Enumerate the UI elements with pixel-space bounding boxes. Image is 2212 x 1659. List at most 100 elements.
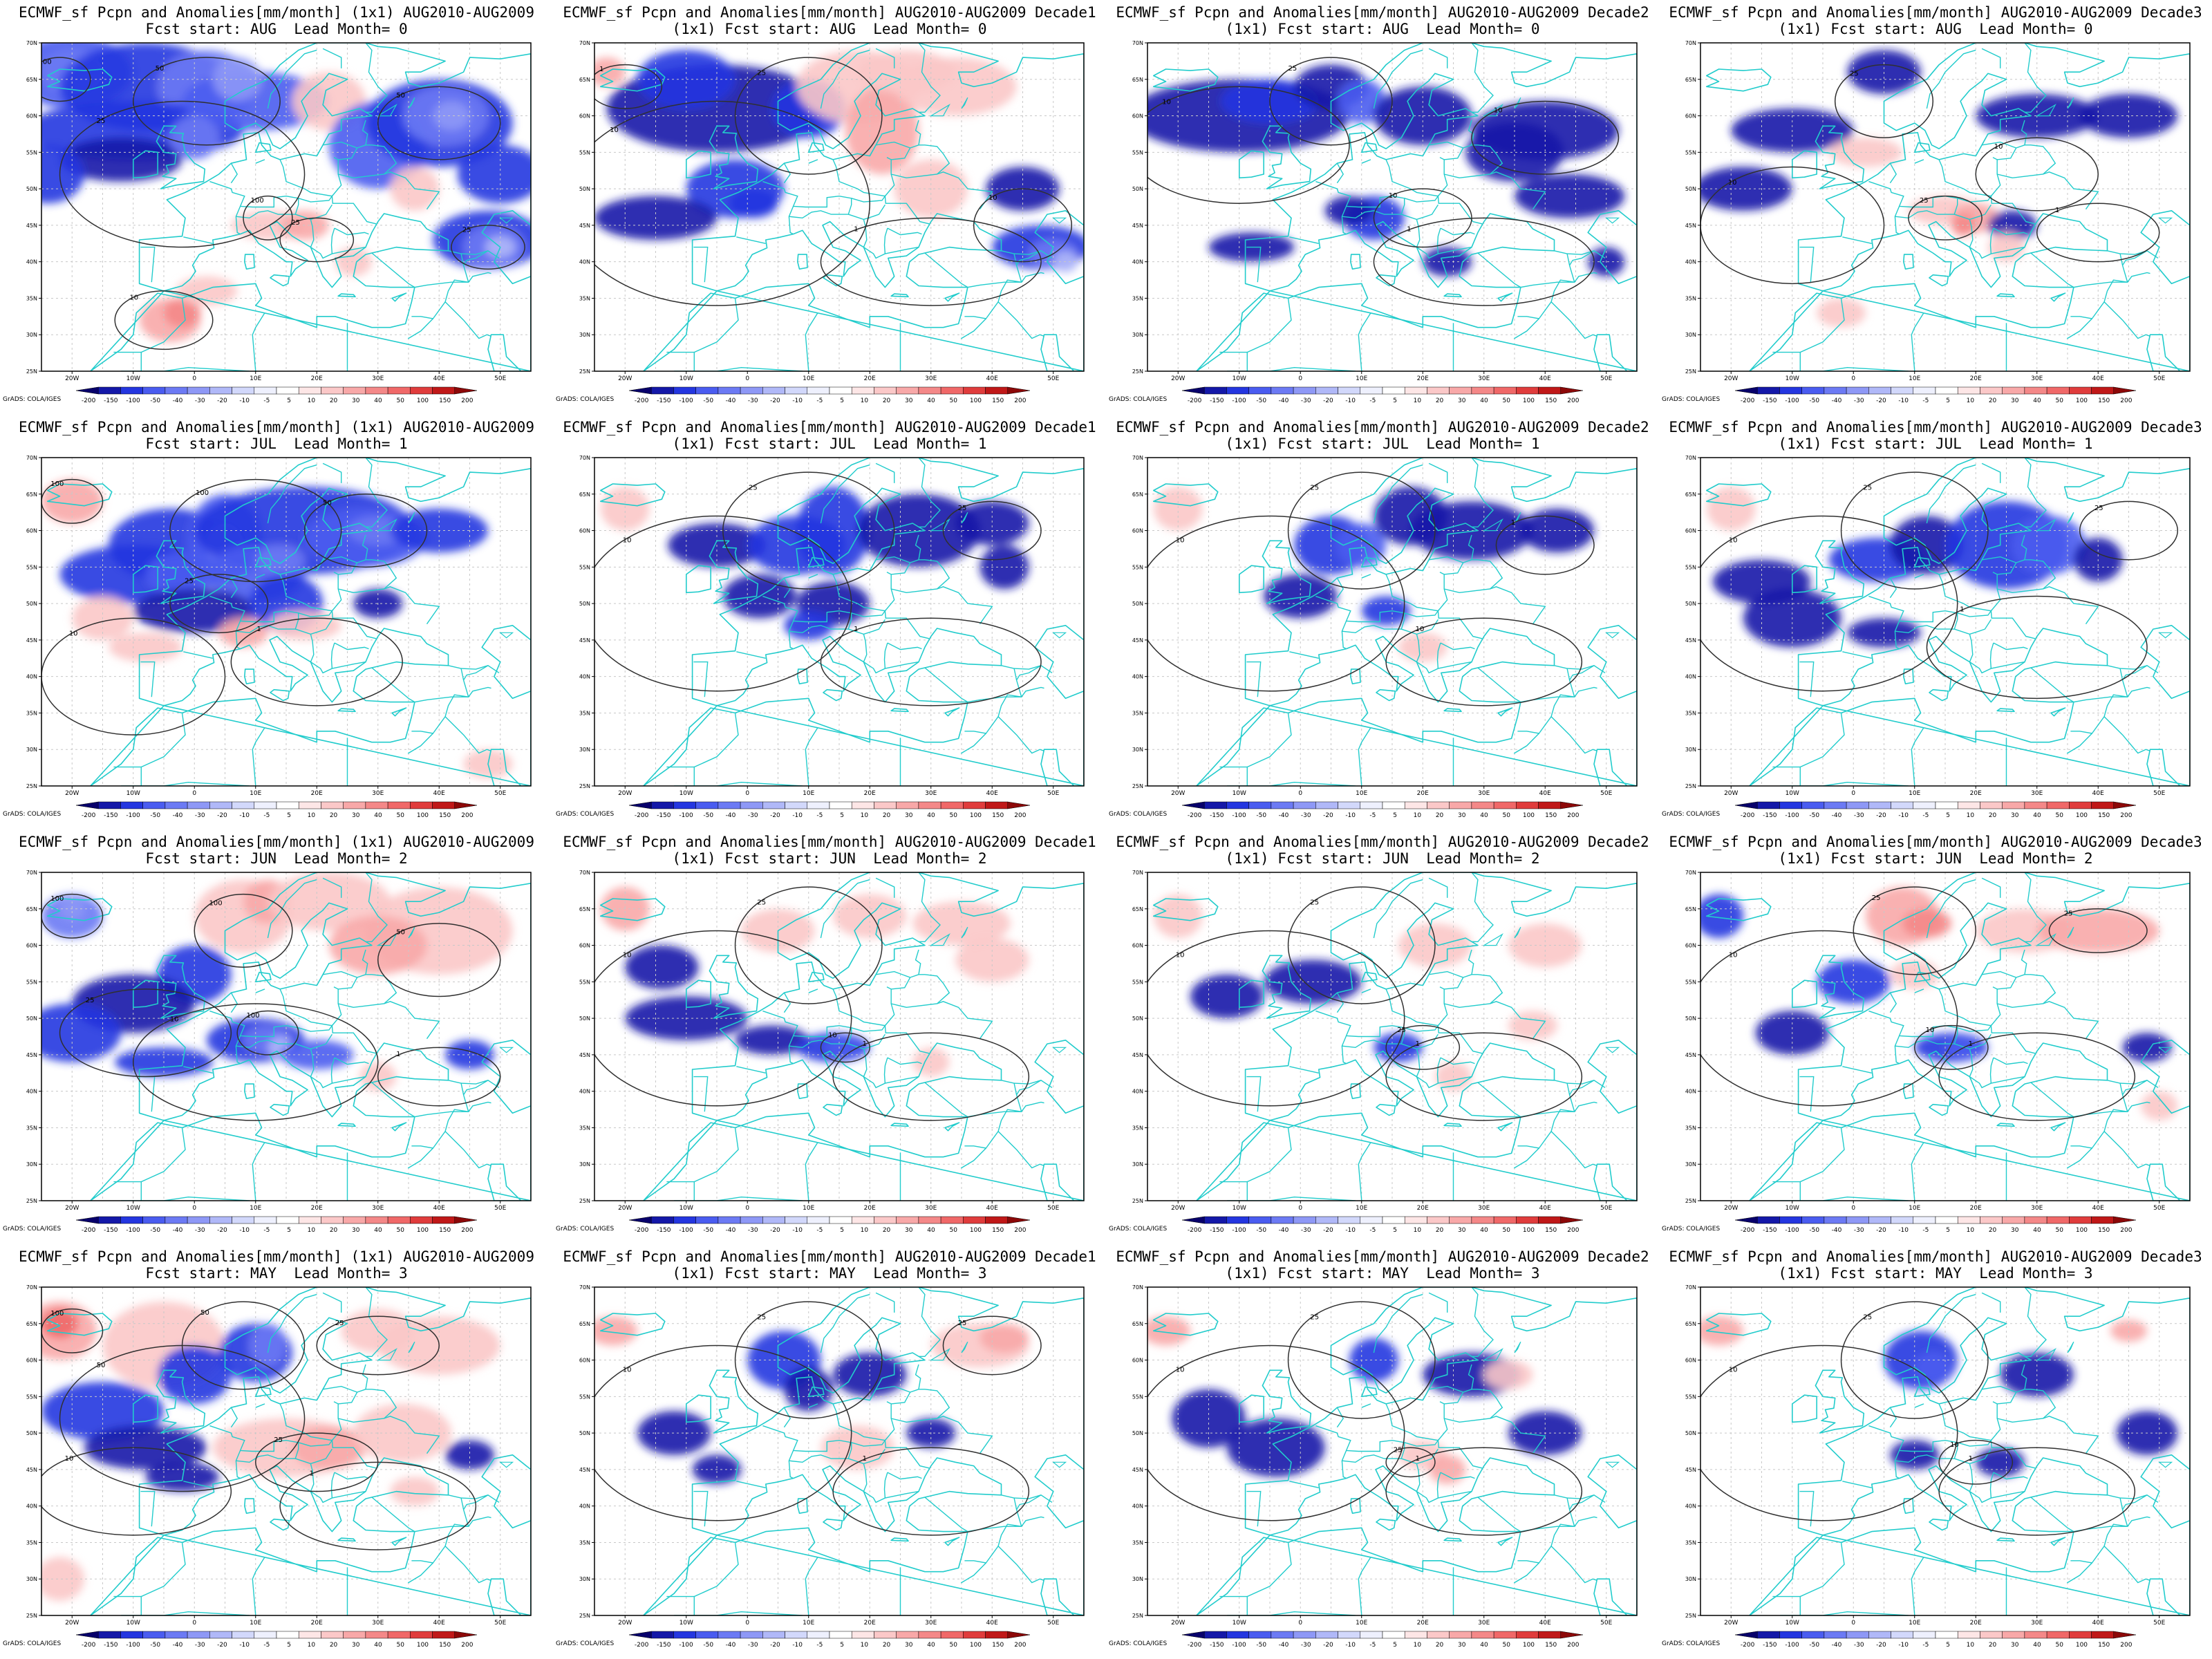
country-border bbox=[1463, 120, 1474, 149]
panel-title: ECMWF_sf Pcpn and Anomalies[mm/month] AU… bbox=[1116, 1248, 1649, 1265]
lat-tick-label: 40N bbox=[1685, 259, 1696, 265]
colorbar-swatch bbox=[2002, 386, 2025, 395]
country-border bbox=[298, 1024, 377, 1054]
colorbar-swatch bbox=[1734, 1216, 1758, 1224]
colorbar-swatch bbox=[673, 1216, 696, 1224]
colorbar: -200 -150 -100 -50 -40 -30 -20 -10 -5 5 10 20 30 40 50… bbox=[1734, 1631, 2137, 1649]
country-border bbox=[693, 1127, 739, 1201]
colorbar-swatch bbox=[298, 386, 321, 395]
colorbar-label: -40 bbox=[1279, 812, 1289, 819]
colorbar-swatch bbox=[1756, 801, 1780, 809]
colorbar-swatch bbox=[343, 1216, 366, 1224]
coastline bbox=[1034, 210, 1084, 371]
precip-contour bbox=[1287, 1301, 1436, 1419]
colorbar-swatch bbox=[2069, 1631, 2092, 1639]
precip-contour bbox=[41, 1308, 104, 1353]
lon-tick-label: 50E bbox=[1600, 790, 1612, 797]
colorbar-label: 10 bbox=[1414, 812, 1422, 819]
coastline bbox=[1792, 980, 1817, 1009]
colorbar-label: -20 bbox=[770, 812, 780, 819]
country-border bbox=[1957, 609, 2036, 639]
colorbar-swatch bbox=[807, 1631, 830, 1639]
contour-label: 50 bbox=[156, 65, 165, 73]
precip-contour bbox=[973, 188, 1073, 263]
contour-label: 1 bbox=[1416, 1040, 1420, 1048]
colorbar: -200 -150 -100 -50 -40 -30 -20 -10 -5 5 10 20 30 40 50… bbox=[1181, 1631, 1584, 1649]
coastline bbox=[1153, 483, 1219, 507]
contour-label: 25 bbox=[1397, 1027, 1406, 1034]
colorbar-label: 10 bbox=[308, 1227, 316, 1234]
colorbar-swatch bbox=[1891, 1216, 1914, 1224]
colorbar-label: 100 bbox=[417, 397, 429, 404]
country-border bbox=[236, 1439, 299, 1463]
country-border bbox=[461, 250, 500, 259]
colorbar: -200 -150 -100 -50 -40 -30 -20 -10 -5 5 10 20 30 40 50… bbox=[75, 801, 478, 819]
lon-tick-label: 0 bbox=[1298, 1620, 1302, 1627]
lat-tick-label: 50N bbox=[26, 1430, 37, 1436]
colorbar-label: 40 bbox=[374, 397, 382, 404]
coastline bbox=[797, 668, 808, 684]
country-border bbox=[1416, 219, 1472, 259]
country-border bbox=[693, 298, 739, 371]
contour-label: 25 bbox=[2064, 910, 2073, 917]
colorbar-label: -200 bbox=[635, 812, 649, 819]
country-border bbox=[1514, 733, 1539, 754]
country-border bbox=[883, 1472, 888, 1499]
country-border bbox=[1016, 665, 1042, 681]
lon-tick-label: 30E bbox=[372, 790, 384, 797]
country-border bbox=[875, 1385, 910, 1393]
lat-tick-label: 45N bbox=[1685, 637, 1696, 644]
coastline bbox=[47, 1313, 113, 1336]
colorbar-swatch bbox=[410, 801, 433, 809]
coastline bbox=[2140, 210, 2190, 371]
lon-tick-label: 30E bbox=[2031, 375, 2043, 382]
precip-contour bbox=[169, 478, 342, 583]
anomaly-area bbox=[1361, 596, 1411, 626]
coastline bbox=[1497, 1537, 1513, 1546]
country-border bbox=[1358, 1557, 1371, 1615]
lat-tick-label: 35N bbox=[1685, 1125, 1696, 1131]
country-border bbox=[1246, 246, 1262, 283]
anomaly-area bbox=[955, 501, 1029, 545]
precip-contour bbox=[1385, 1447, 1436, 1478]
lat-tick-label: 60N bbox=[1132, 1358, 1143, 1364]
lon-tick-label: 10E bbox=[803, 1205, 814, 1212]
precip-contour bbox=[59, 1344, 306, 1492]
country-border bbox=[736, 1066, 766, 1074]
colorbar-label: -150 bbox=[657, 1227, 671, 1234]
contour-label: 10 bbox=[623, 1366, 632, 1374]
lon-tick-label: 0 bbox=[745, 375, 749, 382]
coastline bbox=[1262, 125, 1312, 189]
colorbar-label: 200 bbox=[2120, 1227, 2132, 1234]
country-border bbox=[1315, 1425, 1351, 1479]
coastline bbox=[691, 458, 1084, 786]
country-border bbox=[762, 180, 798, 235]
country-border bbox=[1436, 227, 1441, 254]
precip-contour bbox=[594, 930, 852, 1107]
coastline bbox=[686, 1394, 711, 1423]
coastline bbox=[823, 1103, 843, 1116]
country-border bbox=[919, 144, 950, 175]
colorbar-label: 40 bbox=[927, 397, 935, 404]
country-border bbox=[674, 1196, 803, 1201]
colorbar-label: -100 bbox=[679, 1227, 693, 1234]
country-border bbox=[2070, 694, 2128, 734]
coastline bbox=[1034, 1040, 1084, 1201]
lat-tick-label: 70N bbox=[26, 40, 37, 46]
country-border bbox=[1938, 1401, 2001, 1441]
lat-tick-label: 35N bbox=[579, 295, 590, 301]
country-border bbox=[1911, 1142, 1924, 1201]
lake-outline bbox=[408, 1341, 415, 1353]
country-border bbox=[808, 574, 818, 579]
country-border bbox=[310, 219, 366, 259]
country-border bbox=[918, 458, 941, 527]
colorbar-label: 200 bbox=[1567, 812, 1579, 819]
country-border bbox=[693, 661, 709, 697]
country-border bbox=[1780, 1611, 1909, 1615]
country-border bbox=[334, 227, 369, 236]
precip-contour bbox=[41, 57, 91, 102]
country-border bbox=[1574, 686, 1597, 697]
colorbar-label: -20 bbox=[1876, 397, 1886, 404]
colorbar-swatch bbox=[695, 1631, 719, 1639]
